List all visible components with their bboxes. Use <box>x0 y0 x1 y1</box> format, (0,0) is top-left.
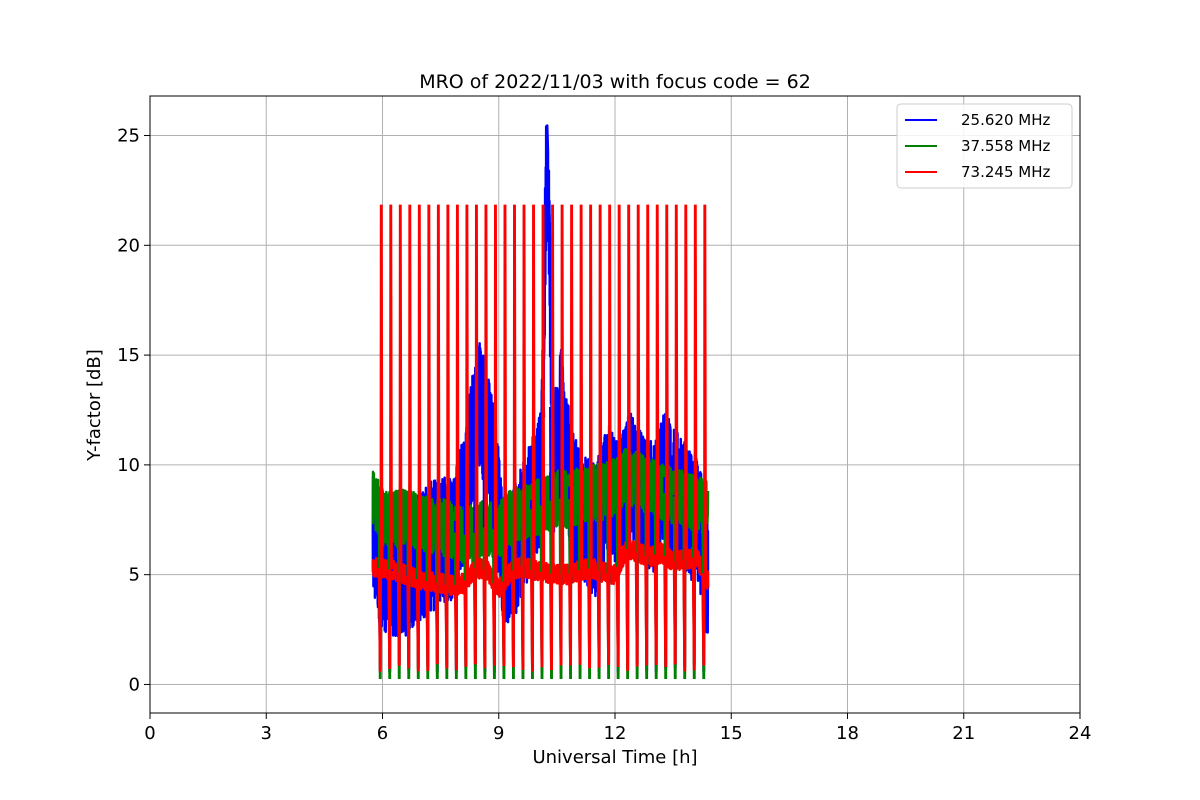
x-tick-label: 24 <box>1069 723 1092 744</box>
calibration-burst <box>491 204 498 666</box>
calibration-burst <box>415 204 422 672</box>
calibration-burst <box>463 204 470 667</box>
y-tick-label: 15 <box>117 345 140 366</box>
y-tick-label: 0 <box>129 674 140 695</box>
x-tick-label: 21 <box>952 723 975 744</box>
x-tick-label: 6 <box>377 723 388 744</box>
y-tick-label: 20 <box>117 235 140 256</box>
calibration-burst <box>625 204 631 671</box>
x-tick-label: 9 <box>493 723 504 744</box>
calibration-burst <box>529 204 536 672</box>
calibration-burst <box>634 204 641 667</box>
calibration-burst <box>577 204 584 665</box>
calibration-burst <box>672 204 679 665</box>
y-tick-label: 25 <box>117 126 140 147</box>
plot-area <box>371 124 710 679</box>
calibration-burst <box>387 204 393 670</box>
y-tick-label: 10 <box>117 455 140 476</box>
calibration-burst <box>653 204 660 666</box>
calibration-burst <box>663 204 669 668</box>
calibration-burst <box>501 204 508 666</box>
x-tick-label: 15 <box>720 723 743 744</box>
legend: 25.620 MHz 37.558 MHz 73.245 MHz <box>896 103 1073 189</box>
calibration-burst <box>377 204 384 672</box>
calibration-burst <box>587 204 593 669</box>
calibration-burst <box>406 204 412 669</box>
legend-box <box>896 103 1073 189</box>
legend-label: 73.245 MHz <box>961 163 1050 181</box>
calibration-burst <box>453 204 460 671</box>
calibration-burst <box>520 204 527 670</box>
calibration-burst <box>482 204 489 669</box>
legend-label: 25.620 MHz <box>961 111 1050 129</box>
calibration-burst <box>691 204 698 671</box>
calibration-burst <box>434 204 441 665</box>
x-tick-label: 3 <box>261 723 272 744</box>
y-axis-ticks: 0 5 10 15 20 25 <box>117 126 150 695</box>
calibration-burst <box>701 204 707 666</box>
x-axis-ticks: 0 3 6 9 12 15 18 21 24 <box>144 713 1091 744</box>
calibration-burst <box>472 204 479 665</box>
calibration-burst <box>539 204 546 668</box>
calibration-burst <box>644 204 650 666</box>
calibration-burst <box>558 204 565 666</box>
calibration-burst <box>549 204 555 671</box>
calibration-burst <box>396 204 403 666</box>
legend-label: 37.558 MHz <box>961 137 1050 155</box>
x-tick-label: 0 <box>144 723 155 744</box>
y-tick-label: 5 <box>129 565 140 586</box>
calibration-burst <box>682 204 688 672</box>
x-axis-label: Universal Time [h] <box>532 747 697 768</box>
calibration-burst <box>606 204 612 666</box>
calibration-burst <box>568 204 574 666</box>
calibration-burst <box>444 204 451 669</box>
x-tick-label: 12 <box>604 723 627 744</box>
calibration-burst <box>510 204 517 668</box>
calibration-burst <box>425 204 431 671</box>
series-layer <box>371 124 710 679</box>
x-tick-label: 18 <box>836 723 859 744</box>
calibration-burst <box>596 204 603 668</box>
calibration-burst <box>615 204 622 668</box>
chart-title: MRO of 2022/11/03 with focus code = 62 <box>419 71 811 93</box>
y-axis-label: Y-factor [dB] <box>84 349 105 462</box>
